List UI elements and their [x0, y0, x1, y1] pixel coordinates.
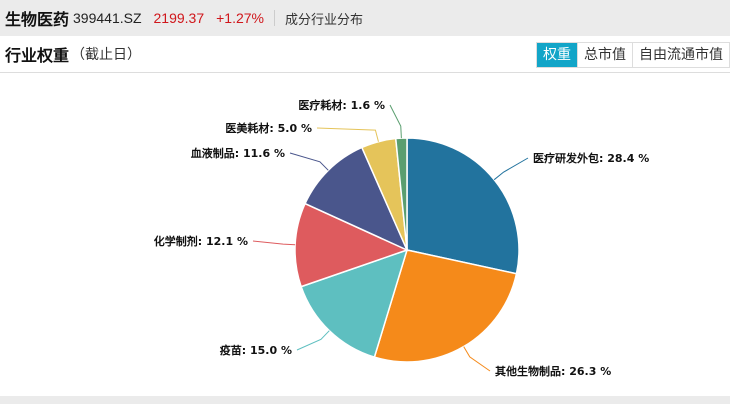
- slice-label: 医美耗材: 5.0 %: [225, 121, 312, 135]
- index-name: 生物医药: [5, 10, 70, 29]
- pie-slice[interactable]: [294, 202, 410, 288]
- section-note: （截止日）: [71, 47, 142, 63]
- tab-free-float-market-cap[interactable]: 自由流通市值: [632, 43, 729, 67]
- label-leader-line: [463, 346, 491, 372]
- footer-bar: [0, 396, 730, 404]
- divider: [274, 10, 275, 26]
- label-leader-line: [252, 240, 296, 246]
- label-leader-line: [296, 330, 330, 351]
- label-leader-line: [316, 127, 379, 142]
- index-change: +1.27%: [216, 10, 264, 26]
- label-leader-line: [289, 152, 329, 171]
- index-price: 2199.37: [153, 10, 205, 26]
- pie-chart: 医疗研发外包: 28.4 % 其他生物制品: 26.3 % 疫苗: 15.0 % 化学…: [154, 98, 649, 378]
- slice-label: 医疗研发外包: 28.4 %: [533, 151, 649, 165]
- section-title: 行业权重: [5, 46, 70, 65]
- tab-weight[interactable]: 权重: [537, 43, 577, 67]
- header-bar: 生物医药 399441.SZ 2199.37 +1.27% 成分行业分布: [0, 0, 730, 36]
- slice-label: 疫苗: 15.0 %: [220, 343, 292, 357]
- slice-label: 化学制剂: 12.1 %: [154, 234, 248, 248]
- tab-total-market-cap[interactable]: 总市值: [577, 43, 632, 67]
- slice-label: 医疗耗材: 1.6 %: [298, 98, 385, 112]
- slice-label: 其他生物制品: 26.3 %: [495, 364, 611, 378]
- slice-label: 血液制品: 11.6 %: [191, 146, 285, 160]
- header-subtitle: 成分行业分布: [285, 12, 364, 28]
- pie-slice[interactable]: [406, 137, 520, 275]
- tab-group: 权重 总市值 自由流通市值: [536, 42, 730, 68]
- index-code: 399441.SZ: [73, 10, 142, 26]
- pie-slice[interactable]: [373, 249, 518, 363]
- label-leader-line: [493, 157, 529, 181]
- pie-slice[interactable]: [300, 248, 409, 359]
- section-header: 行业权重 （截止日） 权重 总市值 自由流通市值: [0, 36, 730, 73]
- label-leader-line: [389, 104, 402, 139]
